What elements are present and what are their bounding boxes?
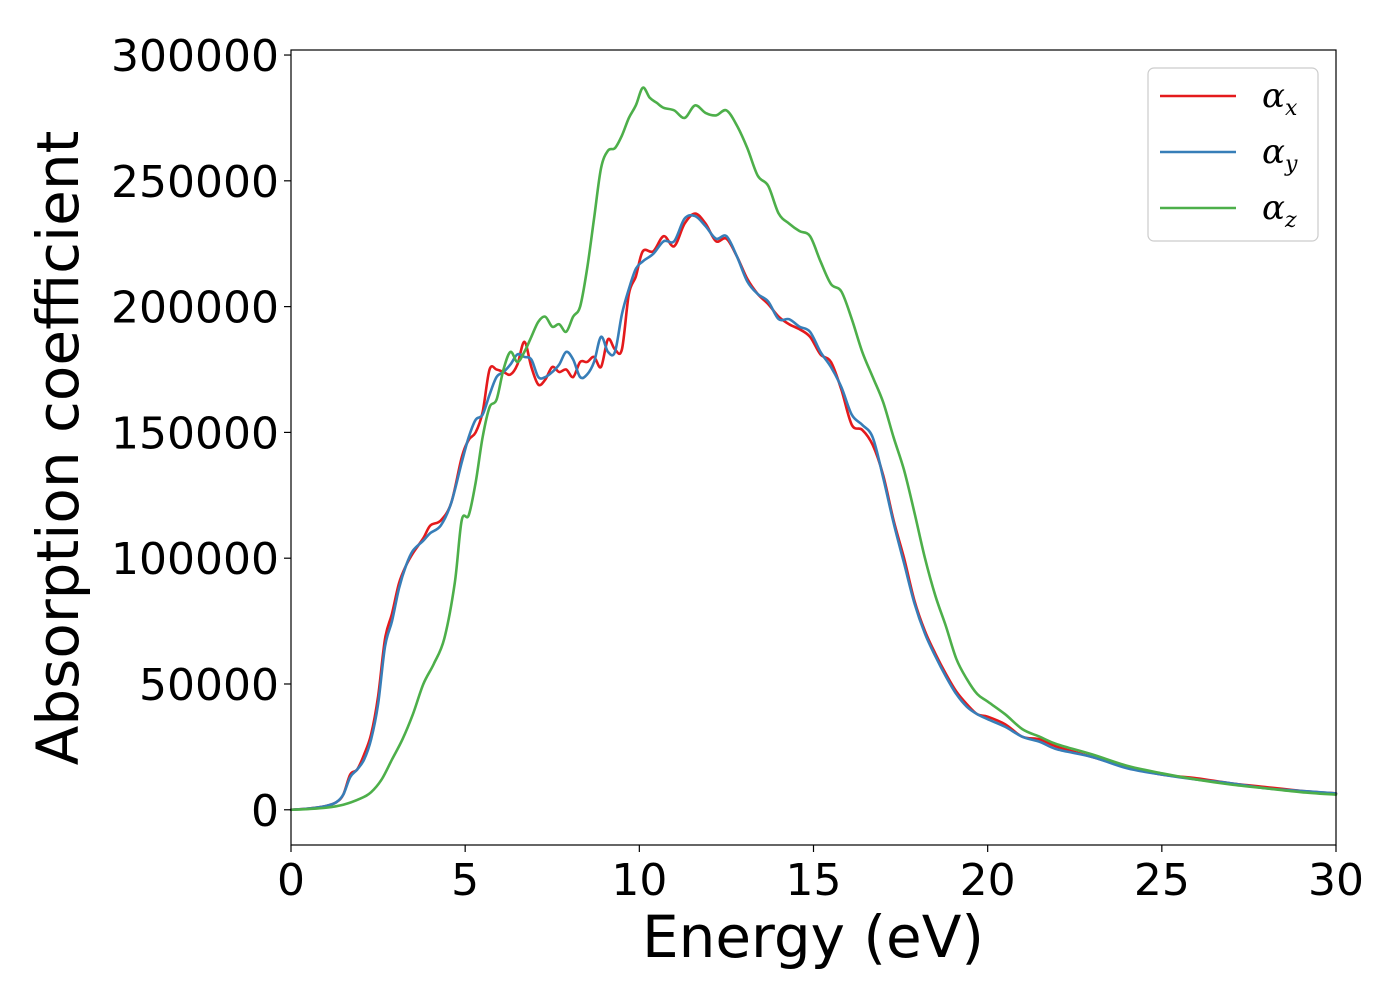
legend-box [1147, 67, 1319, 242]
y-tick-label: 250000 [111, 157, 279, 208]
y-axis-ticks: 0 50000 100000 150000 200000 250000 300000 [111, 31, 291, 837]
x-axis-ticks: 0 5 10 15 20 25 30 [277, 845, 1364, 906]
legend-label-z: αz [1262, 188, 1297, 233]
series-line-z [289, 86, 1338, 812]
legend-label-y: αy [1262, 132, 1298, 177]
x-tick-label: 20 [960, 855, 1016, 906]
series-line-x [289, 212, 1338, 812]
x-tick-label: 10 [611, 855, 667, 906]
x-tick-label: 30 [1308, 855, 1364, 906]
y-tick-label: 200000 [111, 283, 279, 334]
y-tick-label: 300000 [111, 31, 279, 82]
x-tick-label: 15 [786, 855, 842, 906]
y-tick-label: 100000 [111, 534, 279, 585]
x-tick-label: 0 [277, 855, 305, 906]
legend-label-x: αx [1262, 76, 1298, 121]
y-axis-title: Absorption coefficient [24, 131, 92, 766]
y-tick-label: 50000 [139, 660, 279, 711]
series-line-y [289, 213, 1338, 812]
series-group [289, 86, 1338, 812]
legend: αx αy αz [1147, 67, 1319, 242]
legend-entries: αx αy αz [1160, 76, 1298, 233]
x-axis-title: Energy (eV) [642, 903, 984, 971]
x-tick-label: 25 [1134, 855, 1190, 906]
y-tick-label: 150000 [111, 408, 279, 459]
x-tick-label: 5 [451, 855, 479, 906]
y-tick-label: 0 [251, 786, 279, 837]
